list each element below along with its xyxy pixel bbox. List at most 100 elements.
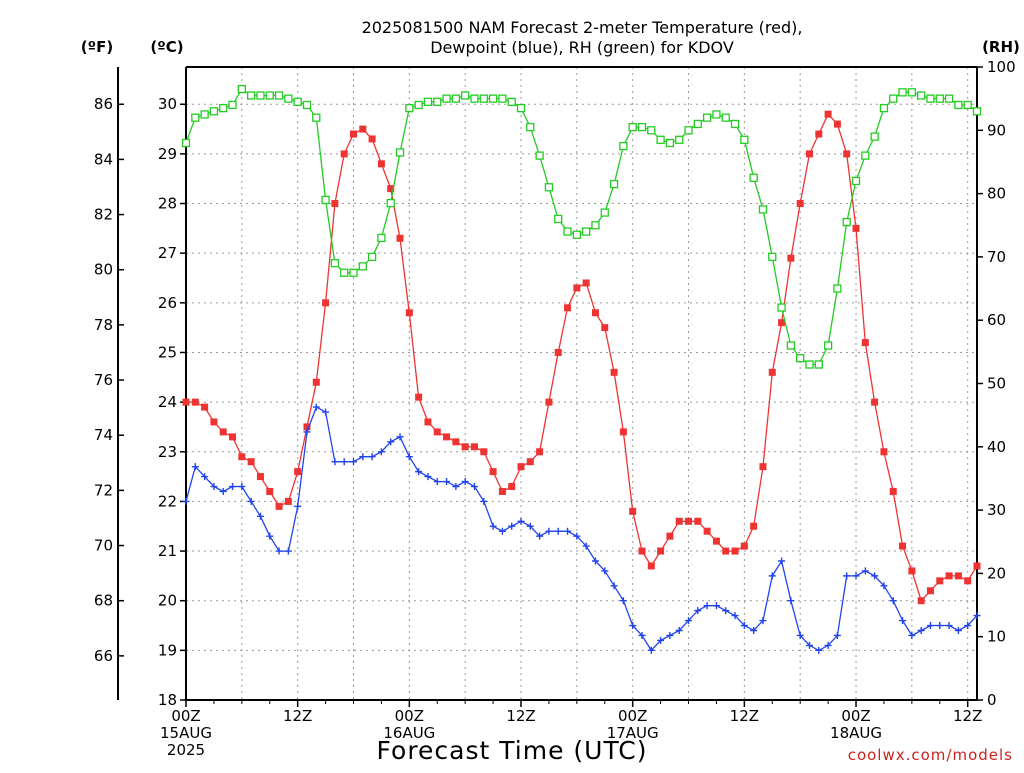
y-tick-label-rh: 50	[987, 375, 1006, 393]
unit-label-celsius: (ºC)	[150, 38, 183, 56]
dewpoint-point	[461, 478, 469, 486]
rh-point	[479, 94, 488, 103]
y-tick-label-fahrenheit: 66	[94, 647, 113, 665]
rh-point	[507, 97, 516, 106]
rh-point	[340, 268, 349, 277]
rh-point	[246, 91, 256, 100]
y-tick-label-fahrenheit: 82	[94, 206, 113, 224]
temperature-point	[340, 150, 348, 158]
rh-point	[786, 341, 796, 350]
series-dewpoint	[182, 403, 981, 654]
rh-point	[609, 179, 619, 189]
dewpoint-point	[573, 532, 581, 540]
dewpoint-point	[294, 502, 302, 510]
temperature-point	[638, 547, 646, 555]
dewpoint-point	[796, 631, 804, 639]
temperature-point	[973, 562, 981, 570]
dewpoint-point	[387, 438, 395, 446]
dewpoint-point	[778, 557, 786, 565]
temperature-point	[936, 577, 944, 585]
y-tick-label-rh: 100	[987, 58, 1016, 76]
temperature-point	[824, 110, 832, 118]
y-tick-label-fahrenheit: 86	[94, 95, 113, 113]
temperature-point	[284, 497, 292, 505]
y-tick-label-rh: 40	[987, 438, 1006, 456]
rh-point	[433, 97, 442, 106]
temperature-point	[964, 577, 972, 585]
rh-point	[702, 113, 712, 122]
dewpoint-point	[833, 631, 841, 639]
temperature-point	[610, 368, 618, 376]
rh-point	[470, 94, 479, 103]
y-tick-label-fahrenheit: 78	[94, 316, 113, 334]
rh-point	[972, 107, 982, 116]
temperature-point	[666, 532, 674, 540]
dewpoint-point	[331, 458, 339, 466]
temperature-point	[926, 587, 934, 595]
dewpoint-point	[861, 567, 869, 575]
rh-point	[191, 113, 200, 122]
temperature-point	[470, 443, 478, 451]
x-tick-label: 17AUG	[607, 724, 659, 742]
rh-point	[879, 103, 889, 113]
dewpoint-point	[824, 641, 832, 649]
temperature-point	[852, 224, 860, 232]
dewpoint-point	[722, 607, 730, 615]
rh-point	[861, 151, 870, 160]
rh-point	[554, 214, 563, 224]
rh-point	[600, 208, 609, 217]
rh-point	[963, 100, 972, 110]
chart-title-line1: 2025081500 NAM Forecast 2-meter Temperat…	[362, 18, 803, 37]
rh-point	[777, 303, 786, 312]
y-tick-label-fahrenheit: 84	[94, 150, 113, 168]
rh-point	[758, 205, 768, 214]
dewpoint-point	[936, 622, 944, 630]
x-tick-label: 00Z	[841, 707, 870, 725]
temperature-point	[768, 368, 776, 376]
rh-point	[684, 126, 693, 135]
temperature-point	[508, 483, 516, 491]
dewpoint-point	[498, 527, 506, 535]
rh-point	[219, 103, 228, 113]
x-tick-label: 12Z	[506, 707, 535, 725]
y-tick-label-fahrenheit: 70	[94, 537, 113, 555]
rh-point	[656, 135, 665, 144]
dewpoint-point	[591, 557, 599, 565]
temperature-point	[573, 284, 581, 292]
rh-point	[544, 183, 554, 192]
x-tick-label: 12Z	[730, 707, 759, 725]
dewpoint-point	[926, 622, 934, 630]
temperature-point	[368, 135, 376, 143]
temperature-point	[815, 130, 823, 138]
temperature-point	[359, 125, 367, 133]
dewpoint-point	[256, 512, 264, 520]
x-tick-label: 00Z	[171, 707, 200, 725]
y-tick-label-celsius: 20	[158, 592, 177, 610]
rh-point	[628, 122, 637, 132]
rh-point	[926, 94, 935, 103]
dewpoint-point	[508, 522, 516, 530]
rh-point	[535, 151, 544, 160]
temperature-point	[256, 473, 264, 481]
temperature-point	[517, 463, 525, 471]
x-tick-label: 00Z	[395, 707, 424, 725]
chart-title-line2: Dewpoint (blue), RH (green) for KDOV	[430, 38, 734, 57]
temperature-point	[405, 309, 413, 317]
rh-point	[516, 103, 526, 113]
dewpoint-point	[191, 463, 199, 471]
dewpoint-point	[768, 572, 776, 580]
rh-point	[321, 195, 330, 205]
dewpoint-point	[201, 473, 209, 481]
dewpoint-point	[647, 646, 655, 654]
dewpoint-point	[973, 612, 981, 620]
rh-point	[349, 268, 358, 277]
y-tick-label-fahrenheit: 72	[94, 481, 113, 499]
dewpoint-point	[229, 483, 237, 491]
x-tick-label: 12Z	[283, 707, 312, 725]
y-tick-label-fahrenheit: 80	[94, 261, 113, 279]
y-tick-label-celsius: 27	[158, 244, 177, 262]
temperature-point	[350, 130, 358, 138]
dewpoint-point	[954, 626, 962, 634]
